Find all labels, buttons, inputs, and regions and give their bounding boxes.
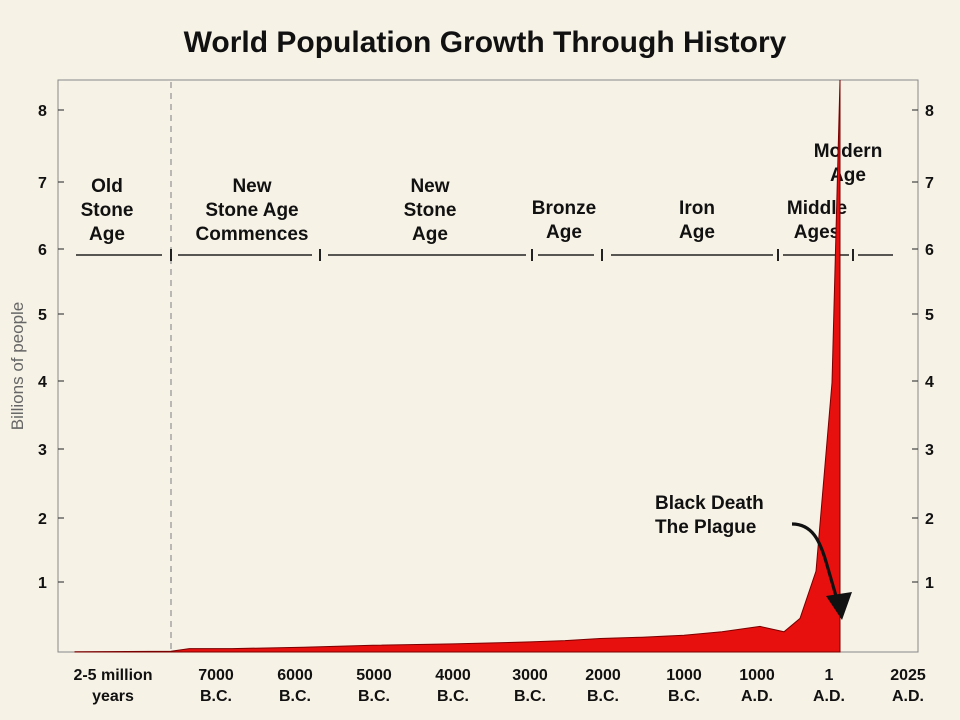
y-axis-label: Billions of people [8, 302, 27, 431]
plot-frame [57, 79, 919, 653]
annotation-line-2: The Plague [655, 517, 756, 538]
x-tick-label: B.C. [358, 688, 390, 705]
population-area [74, 79, 841, 653]
x-tick-label: 2025 [890, 667, 926, 684]
y-tick-label-right: 1 [925, 575, 934, 592]
era-label: Stone Age [205, 200, 298, 221]
x-tick-label: B.C. [668, 688, 700, 705]
x-tick-label: 1000 [666, 667, 702, 684]
y-tick-label-right: 7 [925, 175, 934, 192]
era-label: Age [89, 224, 125, 245]
annotation-line-1: Black Death [655, 493, 764, 514]
x-tick-label: B.C. [587, 688, 619, 705]
x-axis: 2-5 million years 7000 B.C. 6000 B.C. 5000 B.C.… [73, 667, 925, 705]
y-tick-label-left: 1 [38, 575, 47, 592]
era-label: New [232, 176, 271, 197]
y-tick-label-left: 2 [38, 511, 47, 528]
y-axis-right: 1 2 3 4 5 6 7 8 [912, 103, 934, 592]
y-tick-label-right: 8 [925, 103, 934, 120]
x-tick-label: 4000 [435, 667, 471, 684]
y-tick-label-right: 5 [925, 307, 934, 324]
x-tick-label: 7000 [198, 667, 234, 684]
y-axis-left: 1 2 3 4 5 6 7 8 [38, 103, 64, 592]
y-tick-label-right: 4 [925, 374, 934, 391]
era-label: Stone [404, 200, 457, 221]
x-tick-label: years [92, 688, 134, 705]
era-label: Iron [679, 198, 715, 219]
x-tick-label: A.D. [892, 688, 924, 705]
x-tick-label: 3000 [512, 667, 548, 684]
era-label: Age [546, 222, 582, 243]
era-label: Stone [81, 200, 134, 221]
era-labels: Old Stone Age New Stone Age Commences New Stone… [81, 141, 883, 245]
y-tick-label-right: 3 [925, 442, 934, 459]
x-tick-label: B.C. [514, 688, 546, 705]
era-timeline [76, 249, 893, 261]
era-label: Middle [787, 198, 847, 219]
era-label: Age [679, 222, 715, 243]
y-tick-label-left: 8 [38, 103, 47, 120]
era-label: Commences [196, 224, 309, 245]
x-tick-label: 1 [825, 667, 834, 684]
y-tick-label-left: 6 [38, 242, 47, 259]
x-tick-label: 1000 [739, 667, 775, 684]
black-death-annotation: Black Death The Plague [655, 493, 852, 620]
x-tick-label: 6000 [277, 667, 313, 684]
era-label: Age [830, 165, 866, 186]
x-tick-label: B.C. [279, 688, 311, 705]
annotation-arrowhead [826, 592, 852, 620]
y-tick-label-left: 7 [38, 175, 47, 192]
x-tick-label: A.D. [813, 688, 845, 705]
era-label: New [410, 176, 449, 197]
era-label: Bronze [532, 198, 596, 219]
y-tick-label-right: 6 [925, 242, 934, 259]
x-tick-label: A.D. [741, 688, 773, 705]
x-tick-label: 5000 [356, 667, 392, 684]
y-tick-label-right: 2 [925, 511, 934, 528]
era-label: Age [412, 224, 448, 245]
y-tick-label-left: 3 [38, 442, 47, 459]
era-label: Ages [794, 222, 840, 243]
era-label: Old [91, 176, 123, 197]
era-label: Modern [814, 141, 883, 162]
x-tick-label: 2000 [585, 667, 621, 684]
x-tick-label: 2-5 million [73, 667, 152, 684]
x-tick-label: B.C. [437, 688, 469, 705]
y-tick-label-left: 4 [38, 374, 47, 391]
annotation-arrow [791, 522, 838, 597]
y-tick-label-left: 5 [38, 307, 47, 324]
chart-title: World Population Growth Through History [184, 26, 787, 59]
x-tick-label: B.C. [200, 688, 232, 705]
